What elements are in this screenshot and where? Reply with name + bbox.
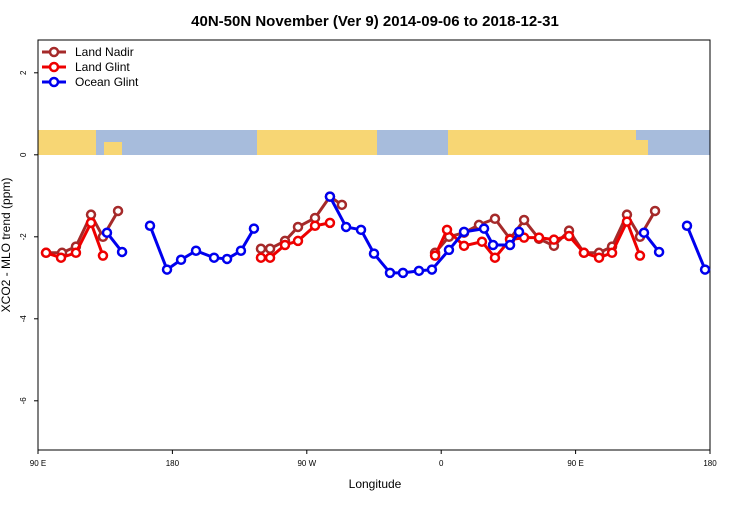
data-point [97, 250, 109, 261]
y-tick-label: -6 [19, 397, 28, 405]
x-axis-label: Longitude [349, 477, 402, 491]
land-band [257, 130, 377, 155]
data-point [101, 227, 113, 238]
data-point [458, 240, 470, 252]
data-point [548, 234, 560, 245]
data-point [144, 220, 156, 231]
data-point [70, 247, 82, 259]
x-tick-label: 0 [439, 459, 444, 468]
x-tick-label: 180 [166, 459, 180, 468]
data-point [413, 265, 425, 277]
x-tick-label: 90 W [297, 459, 316, 468]
data-point [478, 223, 490, 234]
plot-frame [37, 39, 711, 451]
legend-marker [48, 61, 60, 73]
land-band [636, 140, 648, 155]
data-point [458, 226, 470, 238]
data-point [264, 243, 276, 254]
map-strip [38, 130, 710, 155]
data-point [116, 246, 128, 258]
data-point [621, 216, 633, 227]
y-tick-label: -4 [19, 315, 28, 323]
data-point [112, 205, 124, 217]
data-point [324, 217, 336, 229]
data-point [355, 224, 367, 236]
data-point [279, 239, 291, 251]
data-point [248, 223, 260, 234]
data-point [175, 254, 187, 266]
y-tick-label: 0 [19, 152, 28, 157]
data-point [255, 243, 267, 254]
data-point [264, 252, 276, 263]
legend-label: Land Glint [75, 60, 130, 74]
data-point [85, 209, 97, 220]
land-band [38, 130, 96, 155]
data-point [489, 252, 501, 263]
data-point [324, 191, 336, 202]
data-point [504, 239, 516, 251]
x-tick-label: 180 [703, 459, 717, 468]
data-point [208, 252, 220, 263]
data-point [653, 246, 665, 258]
data-point [441, 224, 453, 236]
data-point [563, 230, 575, 242]
data-point [85, 217, 97, 229]
data-point [221, 253, 233, 265]
chart-title: 40N-50N November (Ver 9) 2014-09-06 to 2… [191, 13, 559, 30]
data-point [55, 252, 67, 263]
y-tick-label: -2 [19, 233, 28, 241]
land-band [448, 130, 636, 155]
data-point [161, 264, 173, 275]
data-point [634, 250, 646, 261]
data-point [606, 247, 618, 259]
data-point [649, 205, 661, 217]
data-point [235, 245, 247, 256]
legend-label: Ocean Glint [75, 75, 139, 89]
data-point [190, 245, 202, 256]
data-point [489, 213, 501, 225]
data-point [638, 227, 650, 238]
data-point [397, 267, 409, 279]
data-point [578, 247, 590, 259]
data-point [255, 252, 267, 263]
land-band [104, 142, 122, 155]
data-point [518, 214, 530, 226]
x-tick-label: 90 E [30, 459, 46, 468]
data-point [429, 250, 441, 261]
data-point [426, 264, 438, 275]
data-point [292, 235, 304, 247]
legend-marker [48, 76, 60, 88]
data-point [368, 248, 380, 259]
data-point [340, 221, 352, 233]
x-tick-label: 90 E [567, 459, 583, 468]
data-point [443, 244, 455, 256]
data-point [487, 239, 499, 251]
data-point [309, 220, 321, 231]
legend-marker [48, 46, 60, 58]
y-tick-label: 2 [19, 70, 28, 75]
data-point [336, 199, 348, 211]
series-line [105, 195, 707, 275]
data-point [476, 236, 488, 247]
data-point [40, 247, 52, 259]
data-point [699, 264, 711, 275]
y-axis-label: XCO2 - MLO trend (ppm) [0, 178, 13, 313]
data-point [593, 252, 605, 263]
data-point [681, 220, 693, 231]
legend-label: Land Nadir [75, 45, 134, 59]
data-point [384, 267, 396, 279]
data-point [292, 221, 304, 233]
data-point [513, 226, 525, 238]
data-point [533, 232, 545, 243]
